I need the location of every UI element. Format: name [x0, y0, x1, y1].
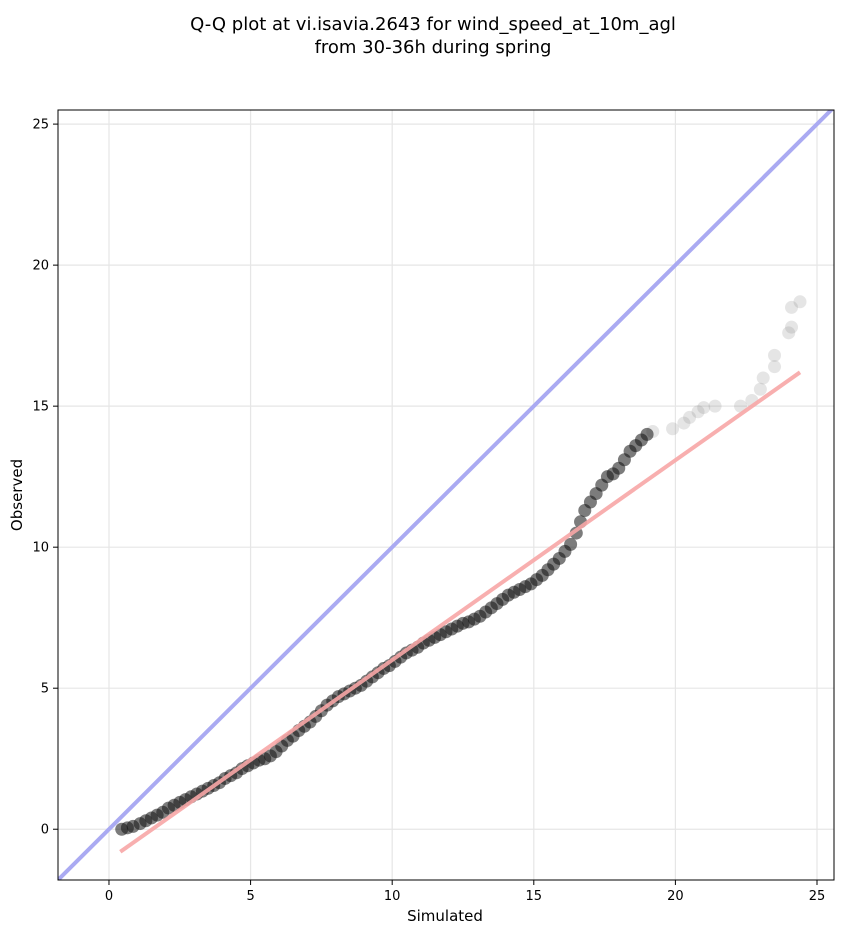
- points-layer: [115, 295, 807, 836]
- grid-lines: [58, 110, 834, 880]
- chart-title-line-1: Q-Q plot at vi.isavia.2643 for wind_spee…: [190, 14, 676, 35]
- one-to-one-line: [58, 110, 834, 880]
- chart-title-line-2: from 30-36h during spring: [315, 37, 552, 58]
- y-axis-ticks: 0 5 10 15 20 25: [32, 118, 58, 838]
- y-tick-label: 20: [32, 259, 49, 274]
- data-point: [756, 371, 770, 385]
- y-tick-label: 5: [41, 682, 49, 697]
- x-tick-label: 0: [105, 889, 113, 904]
- x-axis-label: Simulated: [407, 907, 483, 925]
- data-point: [708, 399, 722, 413]
- reference-line-layer: [58, 110, 834, 880]
- x-tick-label: 25: [809, 889, 826, 904]
- data-point: [793, 295, 807, 309]
- data-point: [785, 300, 799, 314]
- data-point: [666, 422, 680, 436]
- y-tick-label: 15: [32, 400, 49, 415]
- data-point: [677, 416, 691, 430]
- x-tick-label: 20: [667, 889, 684, 904]
- fit-line-layer: [119, 370, 802, 854]
- y-axis-label: Observed: [8, 459, 26, 531]
- fit-line: [119, 370, 802, 854]
- data-point: [734, 399, 748, 413]
- plot-frame: [57, 109, 835, 881]
- x-tick-label: 5: [246, 889, 254, 904]
- data-point: [782, 326, 796, 340]
- y-tick-label: 10: [32, 541, 49, 556]
- data-point: [683, 410, 697, 424]
- data-point: [768, 360, 782, 374]
- data-point: [697, 401, 711, 415]
- data-point: [753, 382, 767, 396]
- x-tick-label: 10: [384, 889, 401, 904]
- data-point: [564, 537, 578, 551]
- data-point: [640, 427, 654, 441]
- y-tick-label: 25: [32, 118, 49, 133]
- x-tick-label: 15: [526, 889, 543, 904]
- data-point: [785, 320, 799, 334]
- data-point: [691, 405, 705, 419]
- y-tick-label: 0: [41, 823, 49, 838]
- data-point: [768, 348, 782, 362]
- x-axis-ticks: 0 5 10 15 20 25: [105, 880, 825, 904]
